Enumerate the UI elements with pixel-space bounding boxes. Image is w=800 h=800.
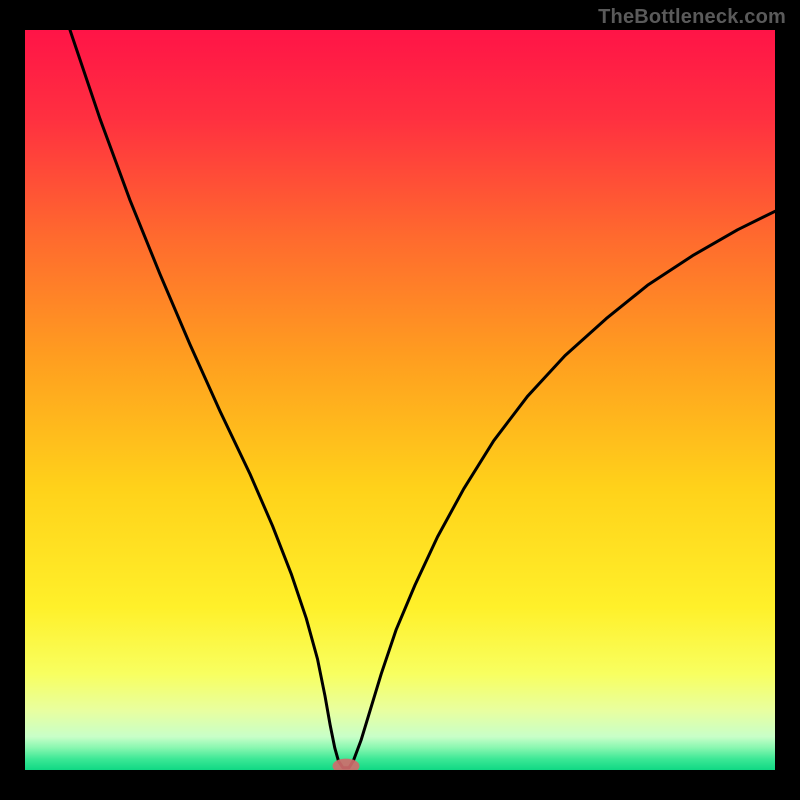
- chart-canvas: TheBottleneck.com: [0, 0, 800, 800]
- plot-area: [25, 30, 775, 770]
- min-marker: [333, 759, 360, 770]
- bottleneck-curve: [25, 30, 775, 770]
- curve-path: [70, 30, 775, 768]
- watermark-text: TheBottleneck.com: [598, 6, 786, 29]
